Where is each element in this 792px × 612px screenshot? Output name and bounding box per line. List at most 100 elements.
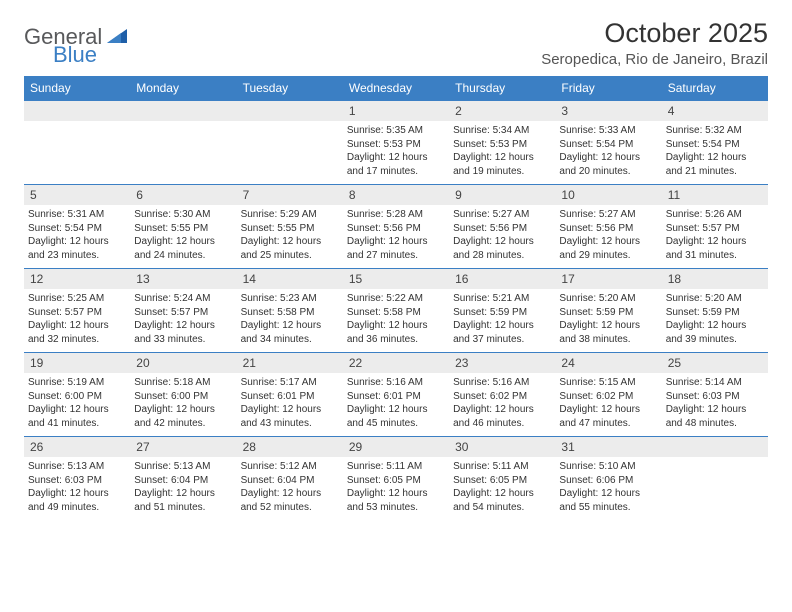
daylight-line: Daylight: 12 hours and 38 minutes. <box>559 319 657 346</box>
day-number-cell: 15 <box>343 269 449 290</box>
page-title: October 2025 <box>541 18 768 49</box>
daylight-line: Daylight: 12 hours and 20 minutes. <box>559 151 657 178</box>
day-number-cell: 17 <box>555 269 661 290</box>
day-cell <box>130 121 236 185</box>
day-number-cell <box>662 437 768 458</box>
day-number-cell: 11 <box>662 185 768 206</box>
day-cell: Sunrise: 5:21 AMSunset: 5:59 PMDaylight:… <box>449 289 555 353</box>
sunset-line: Sunset: 5:57 PM <box>666 222 764 236</box>
sunrise-line: Sunrise: 5:13 AM <box>134 460 232 474</box>
day-cell: Sunrise: 5:32 AMSunset: 5:54 PMDaylight:… <box>662 121 768 185</box>
logo-text-blue: Blue <box>53 42 97 68</box>
day-cell: Sunrise: 5:27 AMSunset: 5:56 PMDaylight:… <box>449 205 555 269</box>
sunrise-line: Sunrise: 5:30 AM <box>134 208 232 222</box>
daylight-line: Daylight: 12 hours and 24 minutes. <box>134 235 232 262</box>
sunset-line: Sunset: 6:02 PM <box>559 390 657 404</box>
day-number-row: 262728293031 <box>24 437 768 458</box>
day-info-row: Sunrise: 5:31 AMSunset: 5:54 PM Daylight:… <box>24 205 768 269</box>
day-cell <box>662 457 768 520</box>
sunrise-line: Sunrise: 5:35 AM <box>347 124 445 138</box>
day-number-cell: 2 <box>449 101 555 122</box>
day-cell: Sunrise: 5:30 AMSunset: 5:55 PMDaylight:… <box>130 205 236 269</box>
sunset-line: Sunset: 5:55 PM <box>134 222 232 236</box>
day-number-cell: 22 <box>343 353 449 374</box>
day-cell: Sunrise: 5:25 AMSunset: 5:57 PMDaylight:… <box>24 289 130 353</box>
sunrise-line: Sunrise: 5:14 AM <box>666 376 764 390</box>
sunrise-line: Sunrise: 5:26 AM <box>666 208 764 222</box>
sunset-line: Sunset: 5:53 PM <box>347 138 445 152</box>
sunrise-line: Sunrise: 5:17 AM <box>241 376 339 390</box>
sunset-line: Sunset: 5:57 PM <box>28 306 126 320</box>
day-header: Monday <box>130 76 236 101</box>
day-number-cell: 18 <box>662 269 768 290</box>
day-number-cell: 20 <box>130 353 236 374</box>
daylight-line: Daylight: 12 hours and 25 minutes. <box>241 235 339 262</box>
day-cell: Sunrise: 5:13 AMSunset: 6:04 PMDaylight:… <box>130 457 236 520</box>
sunset-line: Sunset: 5:55 PM <box>241 222 339 236</box>
daylight-line: Daylight: 12 hours and 31 minutes. <box>666 235 764 262</box>
sunset-line: Sunset: 6:00 PM <box>28 390 126 404</box>
day-header: Friday <box>555 76 661 101</box>
sunset-line: Sunset: 5:56 PM <box>453 222 551 236</box>
day-number-cell: 9 <box>449 185 555 206</box>
calendar-body: 1234Sunrise: 5:35 AMSunset: 5:53 PMDayli… <box>24 101 768 521</box>
day-number-cell: 12 <box>24 269 130 290</box>
day-cell: Sunrise: 5:27 AMSunset: 5:56 PMDaylight:… <box>555 205 661 269</box>
sunrise-line: Sunrise: 5:25 AM <box>28 292 126 306</box>
daylight-line: Daylight: 12 hours and 52 minutes. <box>241 487 339 514</box>
logo: General Blue <box>24 24 127 50</box>
day-number-cell: 13 <box>130 269 236 290</box>
header: General Blue October 2025 Seropedica, Ri… <box>24 18 768 68</box>
sunrise-line: Sunrise: 5:11 AM <box>347 460 445 474</box>
day-header: Wednesday <box>343 76 449 101</box>
day-cell: Sunrise: 5:34 AMSunset: 5:53 PMDaylight:… <box>449 121 555 185</box>
day-number-cell: 31 <box>555 437 661 458</box>
sunrise-line: Sunrise: 5:21 AM <box>453 292 551 306</box>
sunrise-line: Sunrise: 5:27 AM <box>453 208 551 222</box>
day-number-row: 1234 <box>24 101 768 122</box>
day-cell: Sunrise: 5:19 AMSunset: 6:00 PMDaylight:… <box>24 373 130 437</box>
daylight-line: Daylight: 12 hours and 43 minutes. <box>241 403 339 430</box>
day-cell: Sunrise: 5:24 AMSunset: 5:57 PMDaylight:… <box>130 289 236 353</box>
sunset-line: Sunset: 5:54 PM <box>559 138 657 152</box>
sunset-line: Sunset: 6:03 PM <box>666 390 764 404</box>
sunset-line: Sunset: 5:56 PM <box>559 222 657 236</box>
day-cell: Sunrise: 5:29 AMSunset: 5:55 PMDaylight:… <box>237 205 343 269</box>
sunrise-line: Sunrise: 5:28 AM <box>347 208 445 222</box>
sunset-line: Sunset: 6:05 PM <box>453 474 551 488</box>
daylight-line: Daylight: 12 hours and 42 minutes. <box>134 403 232 430</box>
sunset-line: Sunset: 5:54 PM <box>666 138 764 152</box>
sunset-line: Sunset: 6:02 PM <box>453 390 551 404</box>
sunrise-line: Sunrise: 5:16 AM <box>347 376 445 390</box>
day-number-row: 19202122232425 <box>24 353 768 374</box>
sunrise-line: Sunrise: 5:11 AM <box>453 460 551 474</box>
daylight-line: Daylight: 12 hours and 21 minutes. <box>666 151 764 178</box>
daylight-line: Daylight: 12 hours and 47 minutes. <box>559 403 657 430</box>
daylight-line: Daylight: 12 hours and 27 minutes. <box>347 235 445 262</box>
sunset-line: Sunset: 5:54 PM <box>28 222 126 236</box>
sunset-line: Sunset: 6:00 PM <box>134 390 232 404</box>
sunrise-line: Sunrise: 5:31 AM <box>28 208 126 222</box>
day-number-cell: 7 <box>237 185 343 206</box>
sunrise-line: Sunrise: 5:18 AM <box>134 376 232 390</box>
day-cell: Sunrise: 5:28 AMSunset: 5:56 PMDaylight:… <box>343 205 449 269</box>
daylight-line: Daylight: 12 hours and 51 minutes. <box>134 487 232 514</box>
day-number-cell: 4 <box>662 101 768 122</box>
sunset-line: Sunset: 5:53 PM <box>453 138 551 152</box>
sunset-line: Sunset: 6:01 PM <box>347 390 445 404</box>
sunrise-line: Sunrise: 5:19 AM <box>28 376 126 390</box>
day-cell: Sunrise: 5:31 AMSunset: 5:54 PMDaylight:… <box>24 205 130 269</box>
day-header-row: SundayMondayTuesdayWednesdayThursdayFrid… <box>24 76 768 101</box>
daylight-line: Daylight: 12 hours and 19 minutes. <box>453 151 551 178</box>
sunrise-line: Sunrise: 5:29 AM <box>241 208 339 222</box>
sunrise-line: Sunrise: 5:12 AM <box>241 460 339 474</box>
sunrise-line: Sunrise: 5:16 AM <box>453 376 551 390</box>
day-cell: Sunrise: 5:14 AMSunset: 6:03 PMDaylight:… <box>662 373 768 437</box>
sunset-line: Sunset: 6:04 PM <box>134 474 232 488</box>
day-cell: Sunrise: 5:15 AMSunset: 6:02 PMDaylight:… <box>555 373 661 437</box>
sunset-line: Sunset: 5:59 PM <box>453 306 551 320</box>
day-info-row: Sunrise: 5:19 AMSunset: 6:00 PMDaylight:… <box>24 373 768 437</box>
daylight-line: Daylight: 12 hours and 41 minutes. <box>28 403 126 430</box>
location-text: Seropedica, Rio de Janeiro, Brazil <box>541 51 768 68</box>
daylight-line: Daylight: 12 hours and 37 minutes. <box>453 319 551 346</box>
